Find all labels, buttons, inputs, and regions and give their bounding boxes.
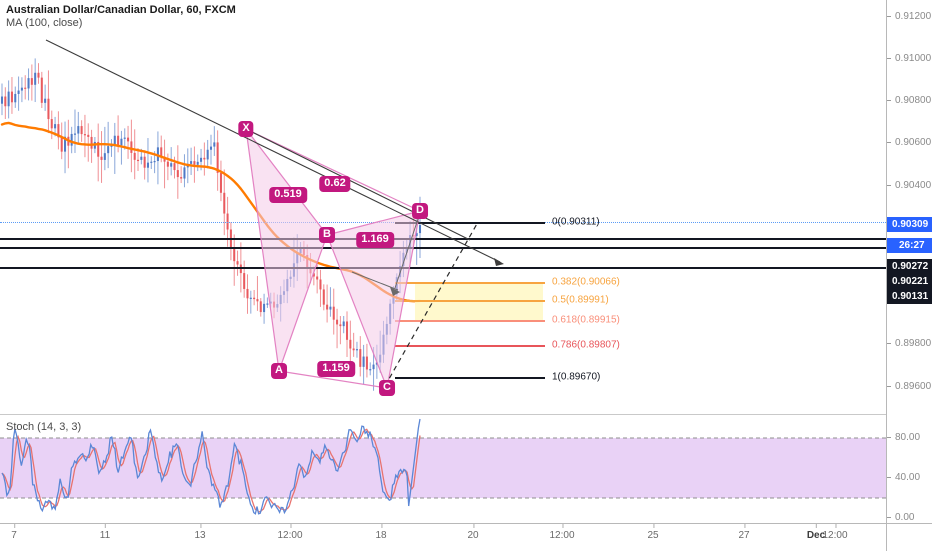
time-axis-tick: 7 [11, 524, 17, 551]
fib-level-label: 0.786(0.89807) [552, 339, 620, 351]
price-axis-tick: 0.90400 [887, 179, 932, 193]
pane-divider[interactable] [0, 414, 886, 415]
stoch-axis-tick: 80.00 [887, 431, 932, 445]
price-axis-tick: 0.89800 [887, 337, 932, 351]
fib-level-label: 0.382(0.90066) [552, 276, 620, 288]
bar-countdown-label[interactable]: 26:27 [887, 237, 932, 253]
stoch-axis-tick: 0.00 [887, 511, 932, 525]
time-axis-tick: 20 [467, 524, 479, 551]
stochastic-plot [0, 418, 886, 515]
stochastic-pane[interactable]: Stoch (14, 3, 3) [0, 418, 886, 523]
price-axis[interactable]: 0.91200 0.91000 0.90800 0.90600 0.90400 0.902… [886, 0, 932, 523]
pattern-ratio-label[interactable]: 0.519 [269, 187, 307, 203]
fib-level-label: 0(0.90311) [552, 216, 600, 228]
axis-corner [886, 523, 932, 551]
fib-level-line[interactable] [395, 320, 545, 322]
fib-level-line[interactable] [395, 282, 545, 284]
time-axis-tick: 12:00 [549, 524, 575, 551]
price-axis-tick: 0.91000 [887, 52, 932, 66]
time-axis-tick: 25 [647, 524, 659, 551]
pattern-point-x[interactable]: X [238, 121, 254, 137]
stoch-axis-tick: 40.00 [887, 471, 932, 485]
stoch-indicator-title: Stoch (14, 3, 3) [6, 421, 82, 433]
fib-level-label: 1(0.89670) [552, 371, 601, 383]
pattern-ratio-label[interactable]: 1.159 [317, 361, 355, 377]
price-axis-tick: 0.90800 [887, 94, 932, 108]
pattern-ratio-label[interactable]: 0.62 [319, 176, 351, 192]
time-axis-tick: 11 [100, 524, 110, 551]
price-level-label[interactable]: 0.90221 [887, 273, 932, 289]
time-axis-tick: 12:00 [822, 524, 848, 551]
price-axis-tick: 0.91200 [887, 10, 932, 24]
horizontal-price-line[interactable] [0, 238, 886, 240]
price-pane[interactable]: 0(0.90311) 0.382(0.90066) 0.5(0.89991) 0.61… [0, 0, 886, 414]
fib-level-label: 0.5(0.89991) [552, 294, 609, 306]
pattern-point-a[interactable]: A [271, 363, 287, 379]
price-axis-tick: 0.89600 [887, 380, 932, 394]
time-axis-tick: Dec [807, 524, 825, 551]
fib-level-line[interactable] [395, 345, 545, 347]
price-level-label[interactable]: 0.90272 [887, 258, 932, 274]
time-axis-tick: 27 [738, 524, 750, 551]
price-level-label[interactable]: 0.90309 [887, 216, 932, 232]
pattern-ratio-label[interactable]: 1.169 [356, 232, 394, 248]
horizontal-price-line[interactable] [0, 267, 886, 269]
harmonic-pattern-drawing[interactable] [0, 0, 886, 414]
price-level-label[interactable]: 0.90131 [887, 288, 932, 304]
fib-level-line[interactable] [395, 377, 545, 379]
time-axis-tick: 12:00 [277, 524, 303, 551]
fib-level-line[interactable] [395, 222, 545, 224]
time-axis-tick: 13 [194, 524, 206, 551]
time-axis-tick: 18 [375, 524, 387, 551]
pattern-point-d[interactable]: D [412, 203, 428, 219]
pattern-point-c[interactable]: C [379, 380, 395, 396]
fib-level-label: 0.618(0.89915) [552, 314, 620, 326]
price-axis-tick: 0.90600 [887, 136, 932, 150]
pattern-point-b[interactable]: B [319, 227, 335, 243]
time-axis[interactable]: 7 11 13 12:00 18 20 12:00 25 27 12:00 Dec [0, 523, 886, 551]
fib-level-line[interactable] [395, 300, 545, 302]
horizontal-price-line[interactable] [0, 247, 886, 249]
